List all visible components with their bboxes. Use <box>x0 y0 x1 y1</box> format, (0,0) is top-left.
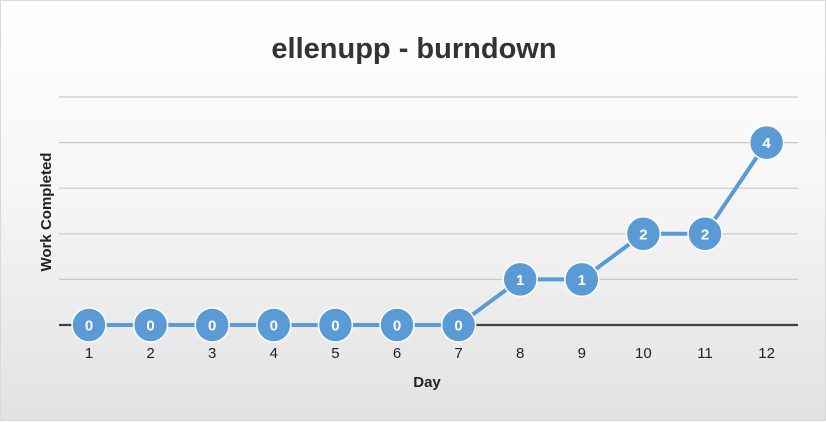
x-tick-label: 7 <box>454 345 462 362</box>
x-tick-label: 9 <box>578 345 586 362</box>
chart-title: ellenupp - burndown <box>271 33 556 65</box>
gridlines <box>59 96 798 280</box>
data-point-marker <box>687 216 723 252</box>
data-label: 1 <box>578 272 586 289</box>
data-label: 1 <box>516 272 524 289</box>
data-label: 0 <box>270 318 278 335</box>
data-label: 0 <box>146 318 154 335</box>
x-tick-label: 2 <box>146 345 154 362</box>
data-point-marker <box>748 124 785 161</box>
x-axis-title: Day <box>413 374 441 391</box>
x-tick-labels: 1 2 3 4 5 6 7 8 9 10 11 12 <box>85 345 775 362</box>
data-point-marker <box>132 307 169 343</box>
data-point-marker <box>317 307 354 343</box>
x-tick-label: 10 <box>635 345 652 362</box>
x-tick-label: 6 <box>393 345 401 362</box>
data-label: 4 <box>762 135 771 152</box>
x-tick-label: 1 <box>85 345 93 362</box>
y-axis-title: Work Completed <box>38 153 55 272</box>
data-label: 0 <box>331 318 339 335</box>
data-point-marker <box>502 261 538 298</box>
x-tick-label: 5 <box>331 345 339 362</box>
x-tick-label: 12 <box>758 345 775 362</box>
data-point-marker <box>256 307 292 343</box>
data-point-marker <box>71 307 107 343</box>
data-label: 0 <box>393 318 401 335</box>
x-tick-label: 8 <box>516 345 524 362</box>
data-point-marker <box>564 261 600 298</box>
x-tick-label: 11 <box>697 345 713 362</box>
data-label: 2 <box>701 226 709 243</box>
data-label: 0 <box>85 318 93 335</box>
data-point-marker <box>625 216 662 252</box>
data-label: 0 <box>454 318 462 335</box>
data-point-marker <box>194 307 230 343</box>
x-tick-label: 3 <box>208 345 216 362</box>
data-label: 0 <box>208 318 216 335</box>
x-tick-label: 4 <box>270 345 278 362</box>
data-point-marker <box>379 307 415 343</box>
data-label: 2 <box>639 226 647 243</box>
data-point-marker <box>440 307 477 343</box>
data-markers: 0 0 0 0 0 0 0 1 1 2 2 4 <box>71 124 785 343</box>
